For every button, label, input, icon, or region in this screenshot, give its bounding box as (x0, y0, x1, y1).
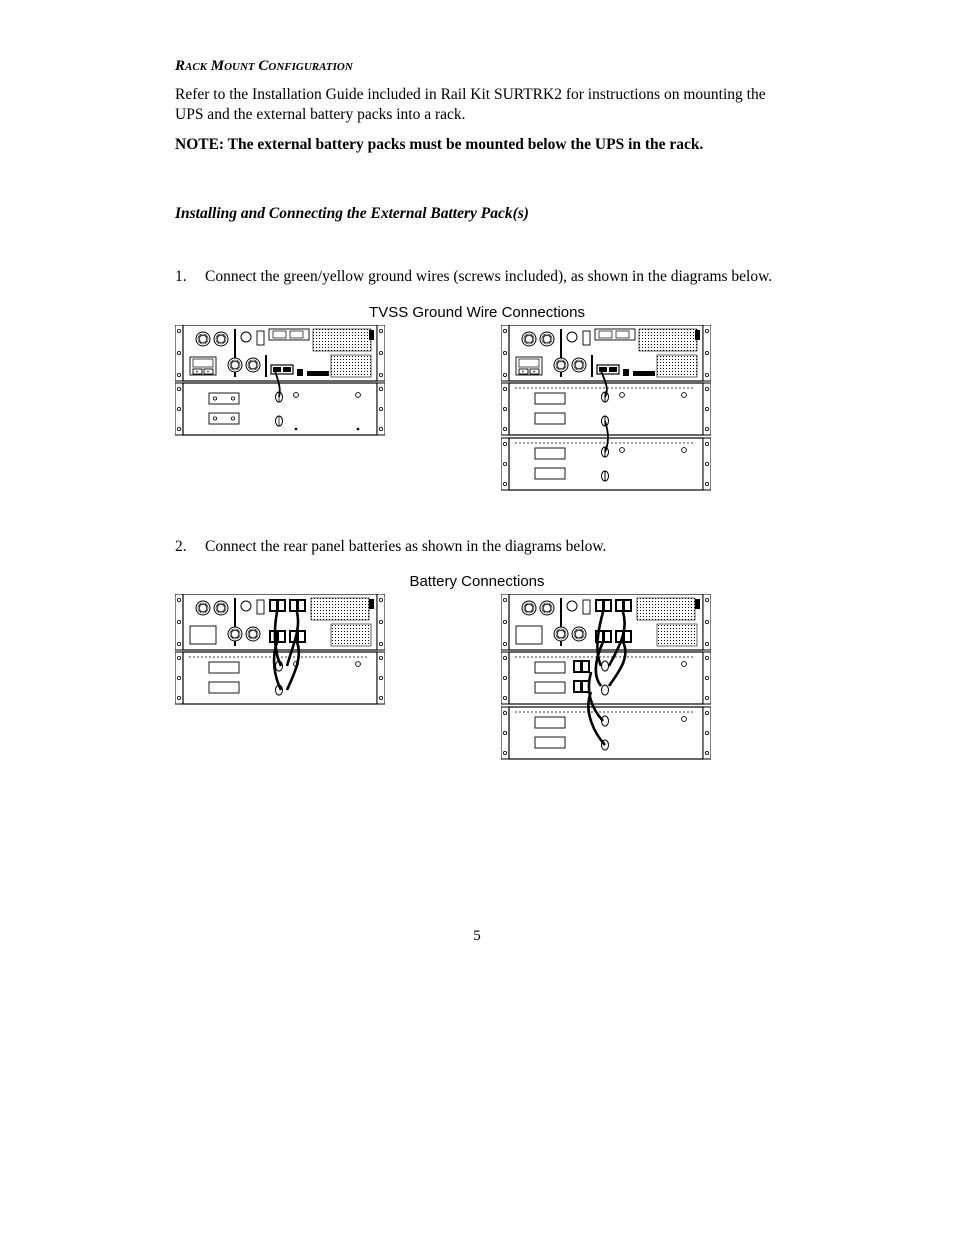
tvss-diagram-left (175, 325, 385, 437)
battery-diagram-left (175, 594, 385, 706)
step-1: 1. Connect the green/yellow ground wires… (175, 267, 779, 287)
step-1-text: Connect the green/yellow ground wires (s… (205, 267, 779, 287)
page-number: 5 (0, 928, 954, 945)
step-1-number: 1. (175, 267, 205, 287)
note-text: NOTE: The external battery packs must be… (175, 135, 779, 155)
step-2: 2. Connect the rear panel batteries as s… (175, 537, 779, 557)
step-2-text: Connect the rear panel batteries as show… (205, 537, 779, 557)
step-2-number: 2. (175, 537, 205, 557)
tvss-diagram-pair (175, 325, 779, 493)
subsection-heading: Installing and Connecting the External B… (175, 205, 779, 223)
caption-battery: Battery Connections (175, 573, 779, 590)
battery-diagram-right (501, 594, 711, 762)
section-heading: Rack Mount Configuration (175, 58, 779, 75)
tvss-diagram-right (501, 325, 711, 493)
intro-paragraph: Refer to the Installation Guide included… (175, 85, 779, 125)
battery-diagram-pair (175, 594, 779, 762)
caption-tvss: TVSS Ground Wire Connections (175, 304, 779, 321)
